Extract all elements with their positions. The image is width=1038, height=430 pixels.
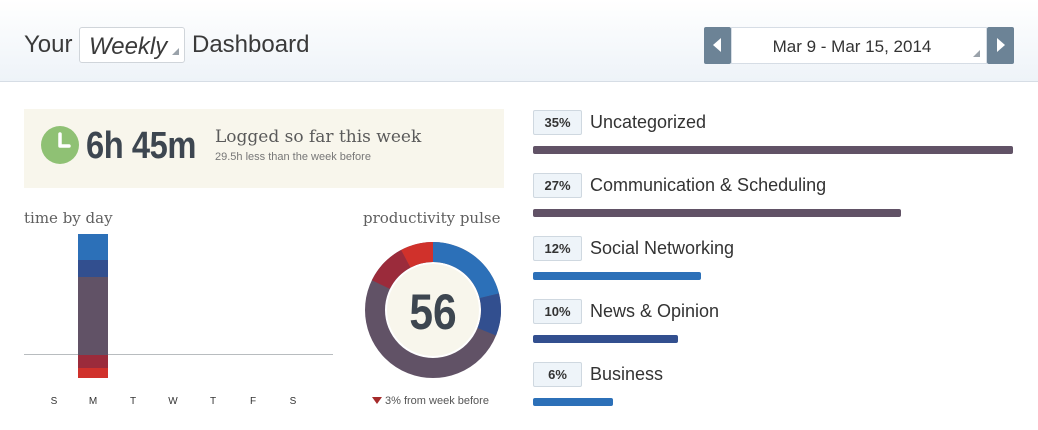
clock-icon [41, 126, 79, 164]
productive-slice [477, 293, 501, 336]
logged-label: Logged so far this week [215, 127, 422, 147]
category-bar [533, 398, 613, 406]
time-by-day-chart: S M T W T F S [24, 232, 334, 410]
period-dropdown[interactable]: Weekly [79, 27, 185, 63]
day-label: S [50, 396, 58, 407]
date-range-dropdown[interactable]: Mar 9 - Mar 15, 2014 [731, 27, 987, 64]
category-row-communication[interactable]: 27% Communication & Scheduling [533, 173, 1013, 233]
category-name: Uncategorized [590, 112, 707, 132]
category-bar [533, 209, 901, 217]
chevron-left-icon [713, 38, 721, 52]
day-label: W [168, 396, 178, 407]
productivity-pulse-donut[interactable] [365, 242, 501, 378]
pulse-center [387, 264, 479, 356]
logged-comparison: 29.5h less than the week before [215, 151, 371, 163]
category-percent-badge: 12% [533, 236, 582, 261]
pulse-delta-text: 3% from week before [385, 395, 489, 407]
category-percent-badge: 27% [533, 173, 582, 198]
arrow-down-icon [372, 397, 382, 404]
day-label: M [88, 396, 98, 407]
period-value: Weekly [89, 33, 168, 60]
category-row-social-networking[interactable]: 12% Social Networking [533, 236, 1013, 296]
category-bar [533, 272, 701, 280]
category-row-news-opinion[interactable]: 10% News & Opinion [533, 299, 1013, 359]
very-distracting-slice [401, 242, 433, 268]
date-navigator: Mar 9 - Mar 15, 2014 [704, 27, 1014, 64]
category-name: Business [590, 364, 664, 384]
neutral-segment [78, 277, 108, 355]
productivity-pulse-title: productivity pulse [363, 209, 501, 227]
date-range-text: Mar 9 - Mar 15, 2014 [772, 37, 932, 56]
chart-baseline [24, 354, 333, 355]
pulse-delta: 3% from week before [372, 395, 489, 407]
dashboard-header: Your Weekly Dashboard Mar 9 - Mar 15, 20… [0, 0, 1038, 82]
productivity-pulse-score: 56 [409, 284, 457, 340]
next-week-button[interactable] [987, 27, 1014, 64]
category-percent-badge: 10% [533, 299, 582, 324]
time-by-day-title: time by day [24, 209, 113, 227]
category-name: Communication & Scheduling [590, 175, 827, 195]
chevron-right-icon [997, 38, 1005, 52]
category-bar [533, 335, 678, 343]
very-distracting-segment [78, 368, 108, 378]
logged-time-summary: 6h 45m Logged so far this week 29.5h les… [24, 109, 504, 188]
category-percent-badge: 35% [533, 110, 582, 135]
day-label: T [209, 396, 217, 407]
day-label: S [289, 396, 297, 407]
category-row-business[interactable]: 6% Business [533, 362, 1013, 422]
category-name: News & Opinion [590, 301, 720, 321]
category-row-uncategorized[interactable]: 35% Uncategorized [533, 110, 1013, 170]
day-bar-monday[interactable] [78, 234, 108, 378]
very-productive-segment [78, 234, 108, 260]
dropdown-caret-icon [973, 50, 980, 57]
day-label: T [129, 396, 137, 407]
category-percent-badge: 6% [533, 362, 582, 387]
title-prefix: Your [24, 31, 73, 58]
distracting-segment [78, 355, 108, 368]
productive-segment [78, 260, 108, 277]
very-productive-slice [433, 242, 499, 299]
total-logged-time: 6h 45m [86, 125, 197, 167]
distracting-slice [371, 250, 411, 289]
dropdown-caret-icon [172, 48, 179, 55]
previous-week-button[interactable] [704, 27, 731, 64]
category-bar [533, 146, 1013, 154]
title-suffix: Dashboard [192, 31, 310, 58]
day-label: F [249, 396, 257, 407]
category-name: Social Networking [590, 238, 735, 258]
